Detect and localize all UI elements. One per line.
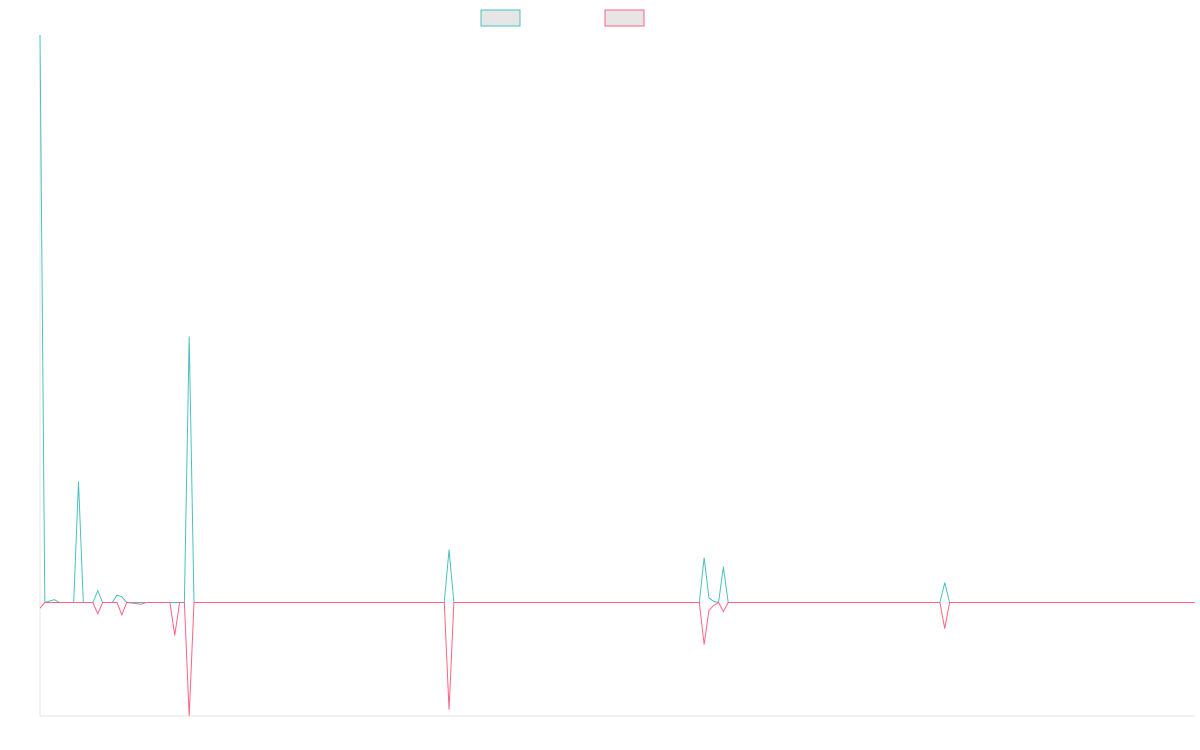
series-line xyxy=(39,34,1195,604)
legend-swatch xyxy=(480,9,521,27)
legend-swatch xyxy=(604,9,645,27)
series-line xyxy=(39,601,1195,717)
